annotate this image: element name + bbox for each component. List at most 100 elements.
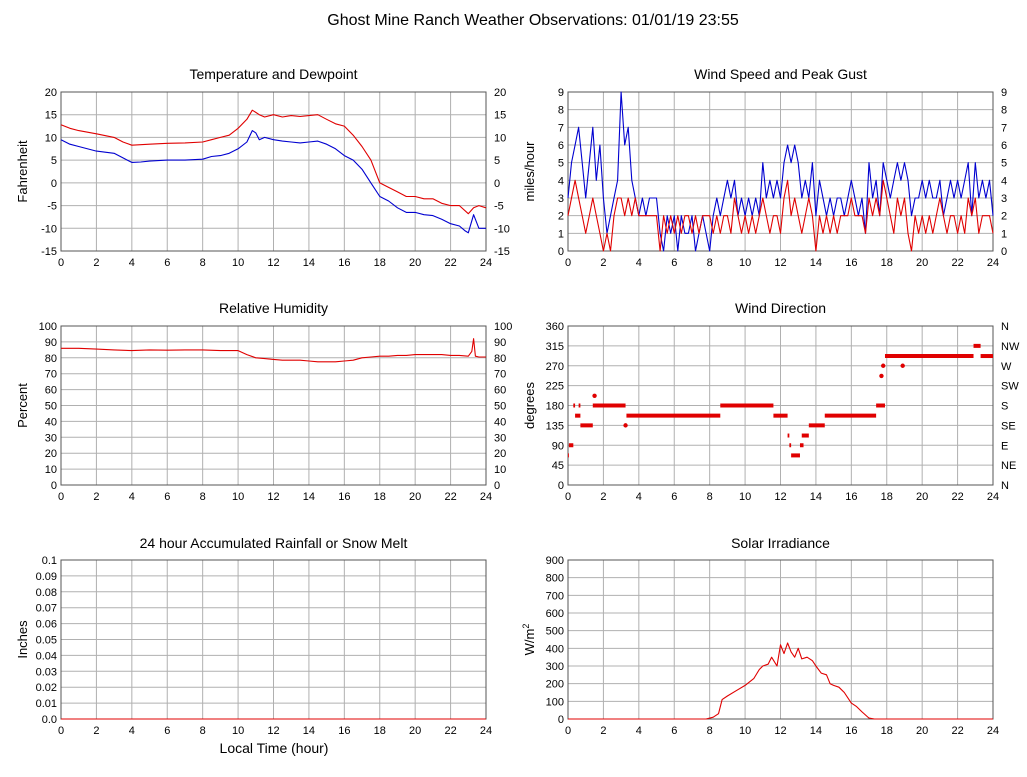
x-tick-label: 24 [987, 725, 999, 737]
y-tick-label: 60 [45, 385, 57, 397]
right-tick-label: 7 [1001, 122, 1007, 134]
x-tick-label: 16 [338, 257, 350, 269]
x-tick-label: 6 [164, 725, 170, 737]
y-axis-label-text: W/m [522, 629, 537, 656]
y-tick-label: 6 [558, 140, 564, 152]
y-tick-label: 10 [45, 464, 57, 476]
x-tick-label: 10 [739, 491, 751, 503]
x-tick-label: 22 [951, 257, 963, 269]
x-tick-label: 24 [480, 491, 492, 503]
y-axis-label: Percent [15, 383, 30, 428]
plot-frame [567, 325, 994, 486]
right-tick-label: 2 [1001, 211, 1007, 223]
y-tick-label: 0.04 [36, 650, 57, 662]
y-tick-label: 400 [546, 643, 564, 655]
right-tick-label: 6 [1001, 140, 1007, 152]
y-tick-label: 80 [45, 353, 57, 365]
x-tick-label: 18 [374, 725, 386, 737]
x-tick-label: 0 [565, 725, 571, 737]
x-tick-label: 4 [636, 491, 642, 503]
right-tick-label: N [1001, 480, 1009, 492]
right-tick-label: N [1001, 321, 1009, 333]
y-tick-label: 360 [546, 321, 564, 333]
y-tick-label: 100 [546, 696, 564, 708]
y-axis-label-text: Fahrenheit [15, 140, 30, 203]
x-tick-label: 18 [374, 491, 386, 503]
x-tick-label: 16 [845, 491, 857, 503]
right-tick-label: E [1001, 440, 1008, 452]
y-tick-label: 100 [39, 321, 57, 333]
right-tick-label: 10 [494, 132, 506, 144]
y-axis-label-text: miles/hour [522, 141, 537, 202]
right-tick-label: 15 [494, 110, 506, 122]
series-line-0 [568, 642, 993, 720]
y-tick-label: 2 [558, 211, 564, 223]
y-axis-label: degrees [522, 382, 537, 429]
y-tick-label: 70 [45, 369, 57, 381]
plot-frame [60, 91, 487, 252]
y-tick-label: 0.02 [36, 682, 57, 694]
series-line-0 [60, 109, 487, 215]
x-tick-label: 0 [565, 491, 571, 503]
y-tick-label: 50 [45, 401, 57, 413]
right-tick-label: -15 [494, 246, 510, 258]
y-tick-label: 0.08 [36, 587, 57, 599]
x-tick-label: 2 [600, 725, 606, 737]
x-tick-label: 12 [267, 725, 279, 737]
right-tick-label: 0 [494, 178, 500, 190]
y-tick-label: 0.01 [36, 698, 57, 710]
right-tick-label: 100 [494, 321, 512, 333]
right-tick-label: 20 [494, 448, 506, 460]
right-tick-label: NE [1001, 460, 1016, 472]
chart-rain: 24 hour Accumulated Rainfall or Snow Mel… [15, 535, 492, 737]
y-tick-label: 1 [558, 228, 564, 240]
x-tick-label: 22 [951, 491, 963, 503]
right-tick-label: 4 [1001, 175, 1007, 187]
series-line-1 [567, 179, 994, 252]
y-tick-label: 180 [546, 401, 564, 413]
x-tick-label: 10 [739, 725, 751, 737]
y-tick-label: 0.09 [36, 571, 57, 583]
right-tick-label: 40 [494, 416, 506, 428]
x-tick-label: 16 [845, 725, 857, 737]
direction-point [592, 393, 597, 398]
x-tick-label: 2 [600, 491, 606, 503]
y-tick-label: 270 [546, 361, 564, 373]
x-tick-label: 8 [707, 491, 713, 503]
y-axis-label-text: Percent [15, 383, 30, 428]
x-tick-label: 18 [374, 257, 386, 269]
wind-direction-series [568, 343, 993, 458]
x-tick-label: 6 [164, 491, 170, 503]
y-tick-label: 0 [558, 480, 564, 492]
x-axis-title: Local Time (hour) [220, 740, 329, 756]
y-tick-label: 45 [552, 460, 564, 472]
right-tick-label: 8 [1001, 105, 1007, 117]
plot-frame [567, 91, 994, 252]
chart-title: Relative Humidity [219, 300, 328, 316]
chart-title: Temperature and Dewpoint [189, 66, 357, 82]
right-tick-label: 5 [1001, 158, 1007, 170]
y-tick-label: 9 [558, 87, 564, 99]
x-tick-label: 12 [267, 257, 279, 269]
x-tick-label: 24 [987, 257, 999, 269]
x-tick-label: 0 [565, 257, 571, 269]
y-tick-label: 0.1 [42, 555, 57, 567]
y-tick-label: 225 [546, 381, 564, 393]
y-tick-label: 0 [51, 480, 57, 492]
x-tick-label: 6 [671, 725, 677, 737]
x-tick-label: 20 [916, 725, 928, 737]
y-tick-label: 40 [45, 416, 57, 428]
x-tick-label: 4 [129, 725, 135, 737]
x-tick-label: 8 [707, 725, 713, 737]
right-tick-label: -5 [494, 201, 504, 213]
y-tick-label: 3 [558, 193, 564, 205]
right-tick-label: 30 [494, 432, 506, 444]
x-tick-label: 20 [916, 257, 928, 269]
y-tick-label: 0.07 [36, 603, 57, 615]
x-tick-label: 22 [444, 491, 456, 503]
y-tick-label: 8 [558, 105, 564, 117]
x-tick-label: 12 [774, 257, 786, 269]
